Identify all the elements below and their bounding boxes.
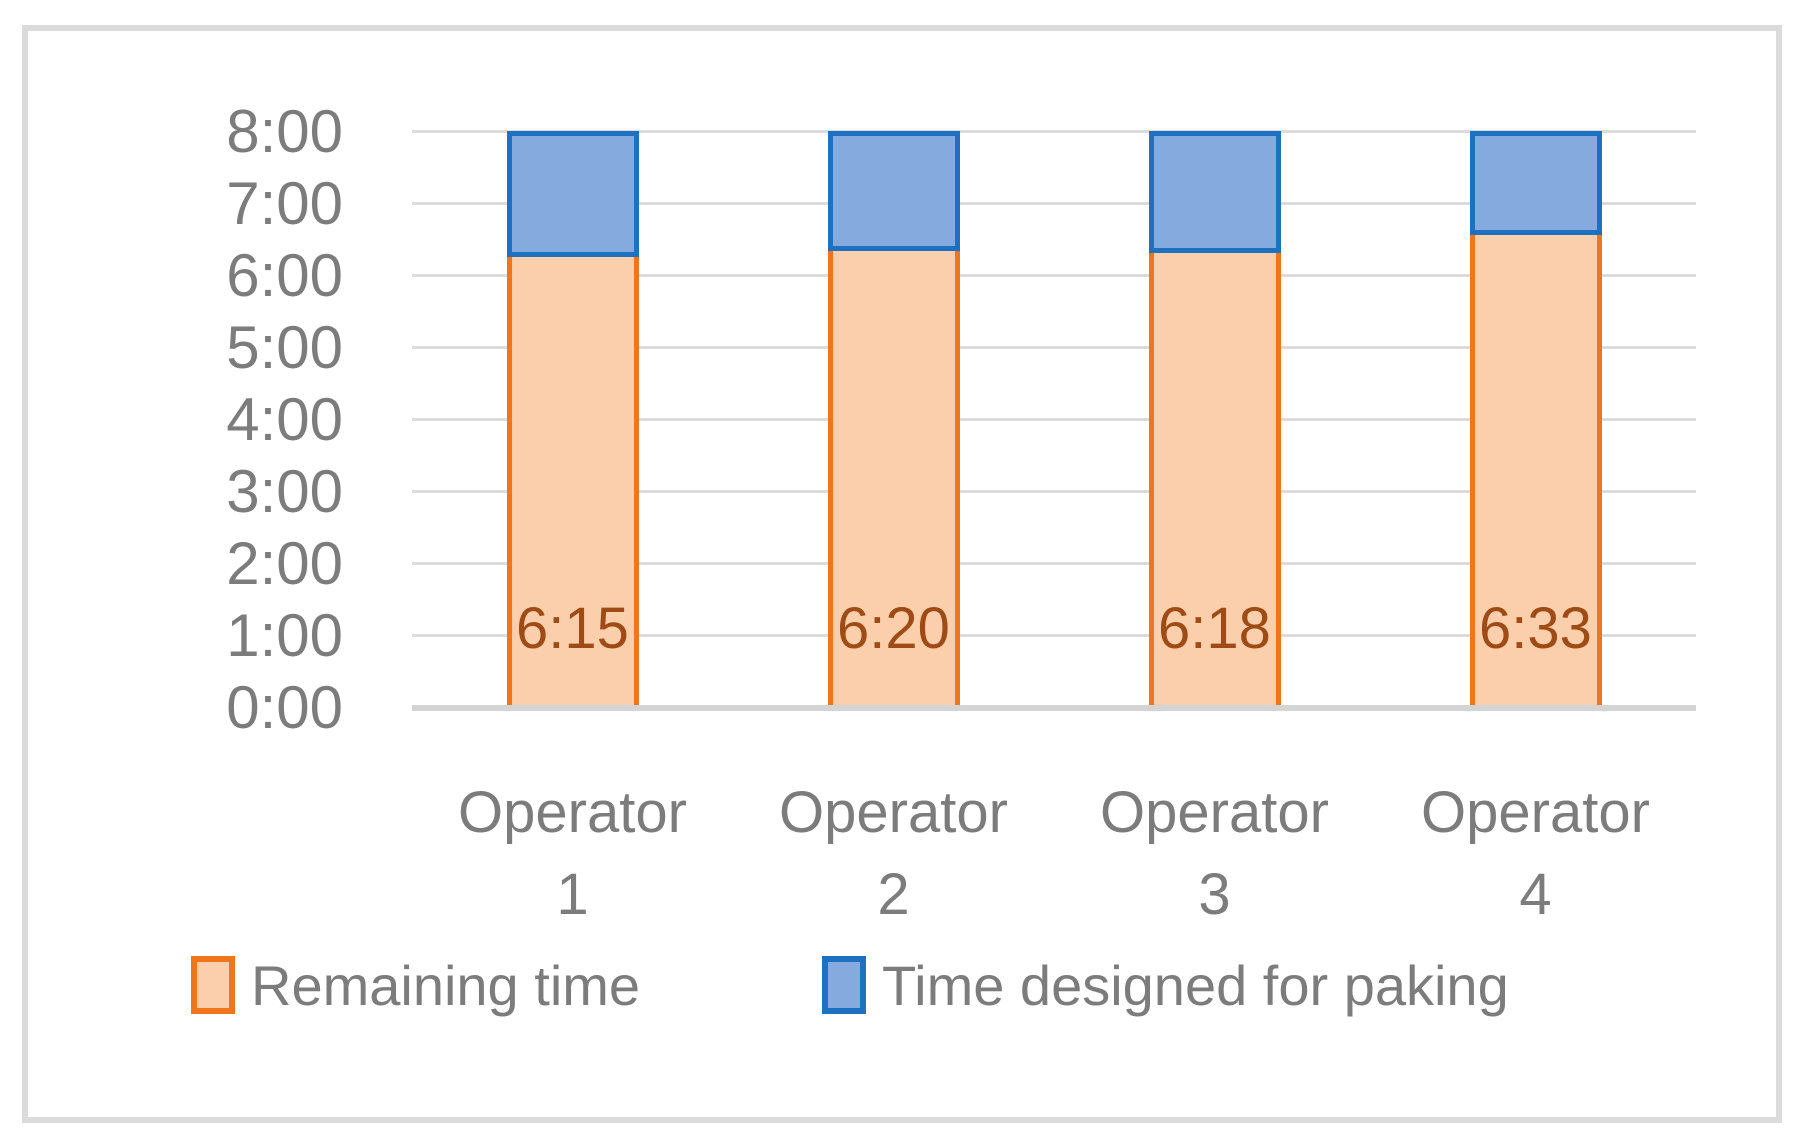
- gridline: [412, 489, 1696, 493]
- category-label-line: 1: [556, 862, 589, 927]
- bar-segment-packing: [1469, 131, 1602, 236]
- bar-segment-remaining: [827, 251, 960, 707]
- category-label-line: 4: [1519, 862, 1552, 927]
- bar-segment-remaining: [1469, 235, 1602, 707]
- y-tick-label: 6:00: [226, 241, 343, 309]
- category-label-line: Operator: [1100, 780, 1329, 845]
- data-label: 6:20: [837, 596, 950, 661]
- gridline: [412, 273, 1696, 277]
- data-label: 6:15: [516, 596, 629, 661]
- bar-segment-packing: [506, 131, 639, 257]
- legend-swatch-remaining: [191, 956, 235, 1014]
- gridline: [412, 129, 1696, 133]
- category-label-line: 3: [1198, 862, 1231, 927]
- legend-label: Time designed for paking: [882, 953, 1509, 1017]
- category-label-line: Operator: [1421, 780, 1650, 845]
- bar-segment-remaining: [506, 257, 639, 707]
- y-tick-label: 3:00: [226, 457, 343, 525]
- data-label: 6:18: [1158, 596, 1271, 661]
- gridline: [412, 633, 1696, 637]
- legend-label: Remaining time: [251, 953, 641, 1017]
- x-axis-baseline: [412, 705, 1696, 711]
- y-tick-label: 4:00: [226, 385, 343, 453]
- legend-swatch-packing: [822, 956, 866, 1014]
- y-tick-label: 1:00: [226, 601, 343, 669]
- category-label: Operator 2: [724, 772, 1064, 936]
- category-label: Operator 1: [403, 772, 743, 936]
- legend-item: Time designed for paking: [822, 953, 1509, 1017]
- bar-segment-packing: [1148, 131, 1281, 254]
- y-tick-label: 8:00: [226, 97, 343, 165]
- y-tick-label: 0:00: [226, 673, 343, 741]
- category-label-line: 2: [877, 862, 910, 927]
- gridline: [412, 417, 1696, 421]
- y-tick-label: 5:00: [226, 313, 343, 381]
- category-label-line: Operator: [458, 780, 687, 845]
- gridline: [412, 561, 1696, 565]
- bar-segment-remaining: [1148, 253, 1281, 707]
- bar-segment-packing: [827, 131, 960, 251]
- y-tick-label: 2:00: [226, 529, 343, 597]
- legend-item: Remaining time: [191, 953, 640, 1017]
- category-label-line: Operator: [779, 780, 1008, 845]
- gridline: [412, 201, 1696, 205]
- y-tick-label: 7:00: [226, 169, 343, 237]
- category-label: Operator 4: [1366, 772, 1706, 936]
- category-label: Operator 3: [1045, 772, 1385, 936]
- gridline: [412, 345, 1696, 349]
- data-label: 6:33: [1479, 596, 1592, 661]
